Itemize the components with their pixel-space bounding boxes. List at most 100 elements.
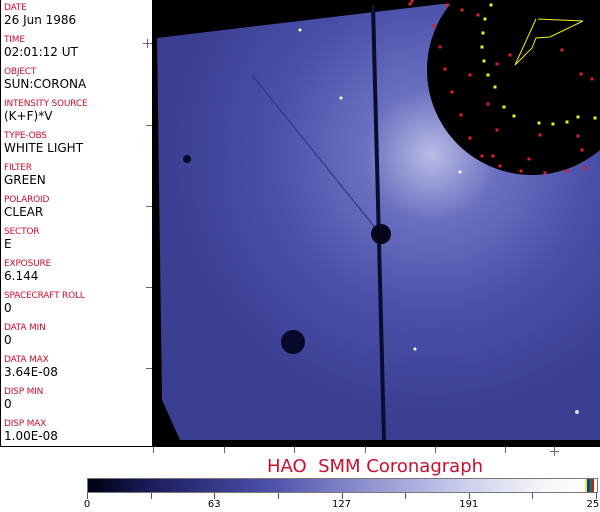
yellow-marker	[565, 120, 569, 124]
axis-tick	[147, 39, 148, 48]
field-value: WHITE LIGHT	[4, 141, 84, 155]
red-marker	[580, 148, 584, 152]
red-marker	[495, 128, 499, 132]
red-marker	[576, 134, 580, 138]
axis-tick	[146, 287, 152, 288]
yellow-marker	[493, 85, 497, 89]
axis-tick	[146, 368, 152, 369]
red-marker	[583, 166, 587, 170]
field-value: 6.144	[4, 269, 39, 283]
star	[575, 410, 579, 414]
dust-spot	[281, 330, 305, 354]
star	[339, 96, 343, 100]
red-marker	[432, 24, 436, 28]
red-marker	[590, 77, 594, 81]
red-marker	[486, 102, 490, 106]
colorbar-tick-label: 255	[586, 499, 600, 510]
field-value: 02:01:12 UT	[4, 45, 78, 59]
axis-tick	[554, 447, 555, 456]
yellow-marker	[512, 114, 516, 118]
red-marker	[491, 154, 495, 158]
field-value: GREEN	[4, 173, 46, 187]
field-label: DISP MAX	[4, 419, 47, 429]
colorbar-tick	[405, 493, 407, 499]
red-marker	[450, 90, 454, 94]
yellow-marker	[486, 73, 490, 77]
red-marker	[543, 171, 547, 175]
colorbar-overlay-colors	[585, 479, 594, 492]
red-marker	[565, 169, 569, 173]
sector-outline	[514, 18, 584, 66]
axis-tick	[294, 447, 295, 453]
red-marker	[468, 136, 472, 140]
colorbar-tick-label: 191	[459, 499, 479, 510]
red-marker	[527, 157, 531, 161]
field-value: CLEAR	[4, 205, 44, 219]
yellow-marker	[482, 59, 486, 63]
red-marker	[438, 45, 442, 49]
red-marker	[410, 0, 414, 3]
field-value: 0	[4, 301, 12, 315]
pylon-hub	[371, 224, 391, 244]
field-label: POLAROID	[4, 195, 50, 205]
field-label: DATA MAX	[4, 355, 49, 365]
yellow-marker	[481, 31, 485, 35]
red-marker	[460, 8, 464, 12]
axis-tick	[146, 206, 152, 207]
field-value: 3.64E-08	[4, 365, 58, 379]
colorbar-tick-label: 127	[331, 499, 352, 510]
axis-tick	[153, 447, 154, 453]
field-label: DATA MIN	[4, 323, 46, 333]
red-marker	[579, 72, 583, 76]
axis-tick	[365, 447, 366, 453]
colorbar-tick	[214, 493, 216, 499]
yellow-marker	[502, 105, 506, 109]
field-label: SECTOR	[4, 227, 40, 237]
colorbar-tick	[532, 493, 534, 499]
red-marker	[468, 73, 472, 77]
field-value: 26 Jun 1986	[4, 13, 77, 27]
star	[413, 347, 417, 351]
red-marker	[408, 2, 412, 6]
colorbar-tick	[277, 493, 279, 499]
field-label: DATE	[4, 3, 27, 13]
yellow-marker	[593, 116, 597, 120]
field-label: OBJECT	[4, 67, 37, 77]
colorbar-tick	[87, 493, 88, 499]
field-value: 1.00E-08	[4, 429, 58, 443]
pylon-wire	[251, 74, 378, 231]
field-label: EXPOSURE	[4, 259, 52, 269]
yellow-marker	[489, 3, 493, 7]
coronagraph-image	[152, 0, 600, 447]
field-label: TYPE-OBS	[4, 131, 47, 141]
colorbar-tick-label: 0	[83, 499, 91, 510]
yellow-marker	[576, 115, 580, 119]
red-marker	[443, 67, 447, 71]
red-marker	[498, 164, 502, 168]
colorbar-tick	[341, 493, 343, 499]
field-value: 0	[4, 397, 12, 411]
field-label: TIME	[4, 35, 25, 45]
colorbar-tick	[150, 493, 152, 499]
plot-title: HAO SMM Coronagraph	[266, 456, 484, 477]
axis-tick	[505, 447, 506, 453]
field-value: E	[4, 237, 12, 251]
colorbar-tick-label: 63	[207, 499, 221, 510]
field-value: SUN:CORONA	[4, 77, 87, 91]
occulter-pylon	[371, 4, 386, 441]
yellow-marker	[551, 122, 555, 126]
field-label: INTENSITY SOURCE	[4, 99, 88, 109]
axis-tick	[146, 125, 152, 126]
red-marker	[459, 113, 463, 117]
yellow-marker	[483, 17, 487, 21]
red-marker	[538, 133, 542, 137]
grid-markers	[408, 0, 597, 175]
axis-tick	[435, 447, 436, 453]
field-label: SPACECRAFT ROLL	[4, 291, 85, 301]
red-marker	[519, 169, 523, 173]
yellow-marker	[537, 121, 541, 125]
field-value: (K+F)*V	[4, 109, 53, 123]
colorbar-tick	[468, 493, 470, 499]
red-marker	[495, 62, 499, 66]
field-value: 0	[4, 333, 12, 347]
